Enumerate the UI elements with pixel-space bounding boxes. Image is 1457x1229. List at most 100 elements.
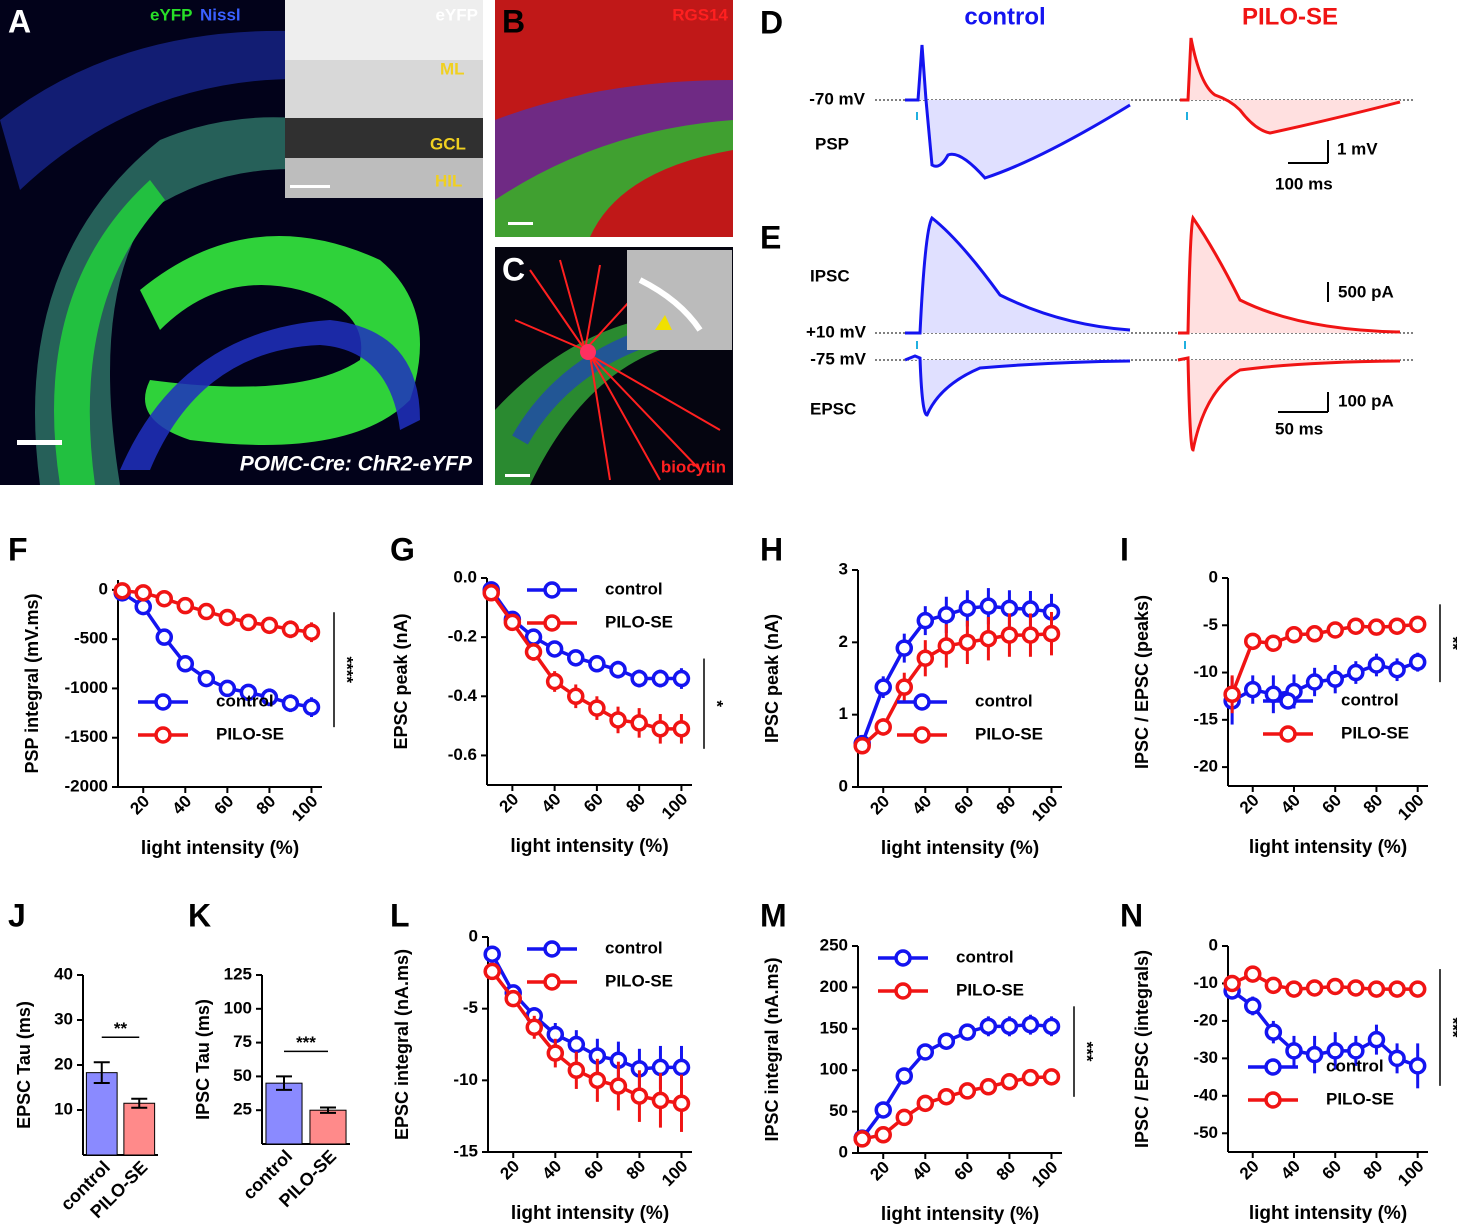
data-point [1367,618,1386,636]
x-tick-label: 100 [658,1157,691,1190]
panel-letter: J [8,897,26,933]
x-tick-label: 100 [288,792,321,825]
data-point [134,584,152,602]
y-tick-label: 250 [820,935,848,954]
x-tick-label: 40 [908,792,935,819]
data-point [1388,980,1406,998]
stain-label: RGS14 [672,5,728,24]
data-point [588,1071,607,1090]
y-tick-label: -500 [74,629,108,648]
data-point [1367,1030,1386,1049]
legend-label: control [975,691,1033,710]
legend-label: control [216,691,274,710]
data-point [979,1017,998,1036]
series-line [490,953,682,1071]
legend-marker [913,693,931,711]
series-line [121,591,312,709]
data-point [874,1101,892,1119]
series-line [1231,972,1418,991]
data-point [1243,997,1262,1015]
data-point [916,611,935,630]
legend-label: PILO-SE [605,971,673,990]
x-axis-label: light intensity (%) [881,1204,1039,1225]
trace-label: IPSC [810,266,850,285]
y-tick-label: 0 [839,776,848,795]
data-point [483,945,501,963]
layer-label: ML [440,59,465,78]
y-axis-label: IPSC / EPSC (integrals) [1132,950,1152,1148]
data-point [1388,1049,1406,1068]
data-point [1326,670,1344,688]
y-axis-label: PSP integral (mV.ms) [22,593,42,773]
panel-letter: F [8,531,28,567]
legend-marker [1279,725,1297,743]
data-point [958,1023,977,1041]
bar [265,1082,303,1145]
y-tick-label: 0 [469,926,478,945]
data-point [853,1130,871,1148]
y-axis-label: EPSC Tau (ms) [14,1001,34,1129]
data-point [1285,980,1303,998]
data-point [1347,663,1365,682]
trace-label: PSP [815,134,849,153]
legend-label: PILO-SE [605,612,673,631]
data-point [1305,1045,1324,1064]
x-tick-label: 100 [658,790,691,823]
data-point [651,669,670,688]
data-point [1326,977,1344,996]
x-tick-label: 100 [1394,791,1427,824]
legend-marker [543,973,561,991]
y-tick-label: 30 [54,1009,73,1028]
x-axis-label: light intensity (%) [511,1203,669,1224]
data-point [1347,617,1365,635]
panel-letter: I [1120,531,1129,567]
x-tick-label: 40 [538,1157,565,1184]
data-point [1021,626,1040,644]
x-axis-label: light intensity (%) [1249,837,1407,858]
data-point [260,688,279,707]
data-point [1408,980,1427,998]
y-tick-label: 25 [233,1100,252,1119]
data-point [155,589,174,608]
data-point [672,720,691,738]
holding-label: -70 mV [809,89,865,108]
data-point [853,737,871,755]
condition-label: control [964,3,1045,30]
y-axis-label: IPSC integral (nA.ms) [762,957,782,1141]
data-point [672,1094,691,1113]
y-tick-label: 100 [224,998,252,1017]
x-tick-label: 60 [211,792,238,819]
data-point [1367,980,1386,998]
data-point [937,1087,956,1106]
data-point [916,649,935,667]
data-point [958,599,977,618]
x-tick-label: 80 [1360,1157,1387,1184]
series-line [1231,989,1419,1068]
data-point [567,687,585,706]
data-point [218,608,237,627]
x-tick-label: 20 [866,1158,893,1185]
legend-marker [1279,692,1297,710]
error-bar [320,1106,336,1114]
panel-letter: D [760,4,783,40]
legend-label: PILO-SE [1326,1089,1394,1108]
x-tick-label: 60 [951,792,978,819]
x-tick-label: 60 [1318,791,1345,818]
data-point [1042,624,1061,643]
data-point [1408,615,1427,634]
legend-marker [894,949,912,967]
data-point [651,1058,670,1077]
x-tick-label: 80 [993,1158,1020,1185]
y-tick-label: 50 [829,1101,848,1120]
layer-label: HIL [435,171,462,190]
data-point [281,620,300,639]
y-tick-label: 150 [820,1018,848,1037]
significance-label: *** [296,1033,316,1052]
data-point [545,672,564,691]
x-tick-label: 20 [126,792,153,819]
y-tick-label: 1 [839,704,848,723]
x-tick-label: 60 [581,1157,608,1184]
x-tick-label: 20 [1236,791,1263,818]
x-tick-label: 60 [951,1158,978,1185]
data-point [979,1078,998,1096]
